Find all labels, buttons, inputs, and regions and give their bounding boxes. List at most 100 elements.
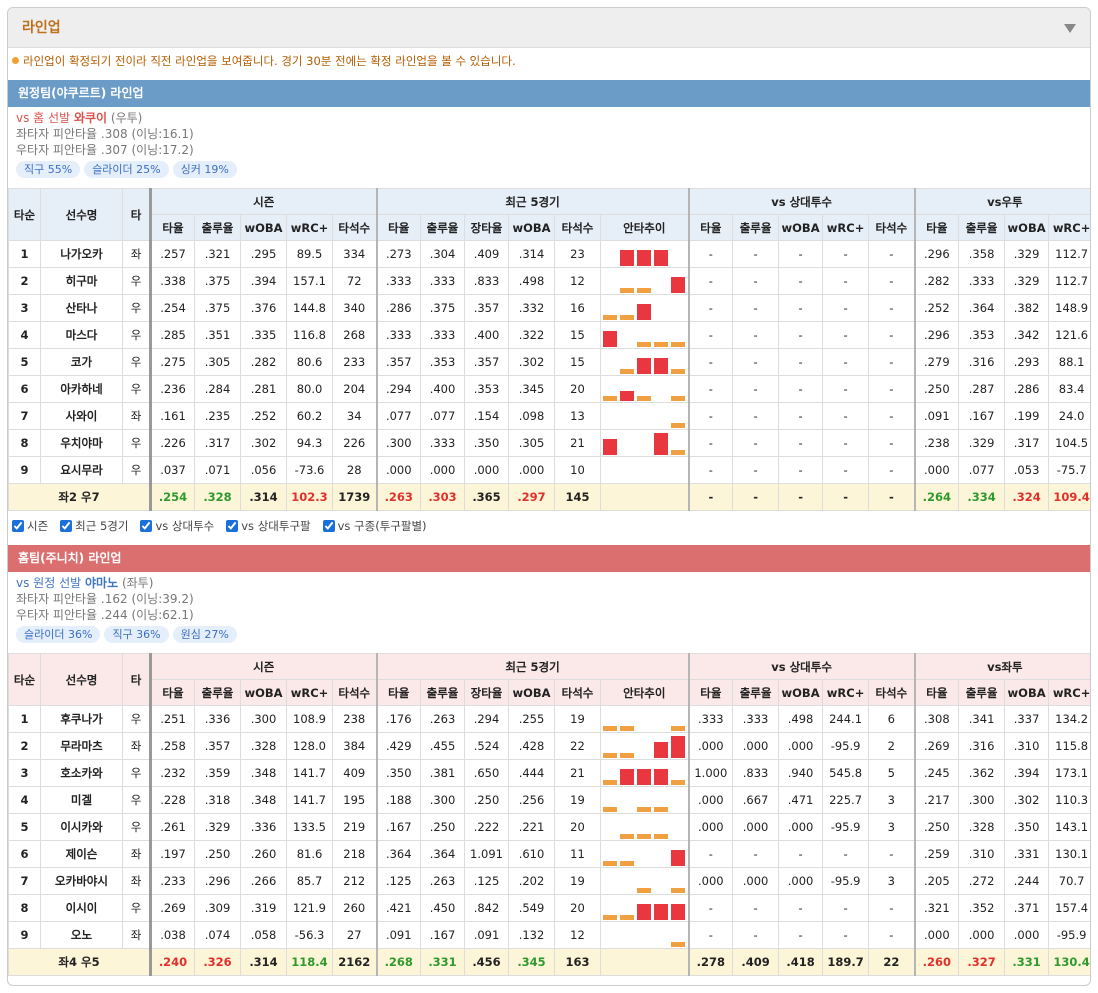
pitcher-prefix: vs 홈 선발	[16, 111, 71, 125]
stat-cell: .428	[508, 732, 555, 760]
filter-checkbox[interactable]	[140, 520, 153, 532]
stat-cell: .300	[240, 705, 287, 733]
stat-cell: .342	[1004, 321, 1050, 349]
player-row: 6 아카하네 우 .236.284.281 80.0 204.294.400.353.34…	[8, 375, 1090, 403]
stat-cell: .302	[1004, 786, 1050, 814]
total-cell: -	[687, 483, 734, 511]
stat-cell: -	[732, 840, 780, 868]
stat-cell: 173.1	[1048, 759, 1090, 787]
batting-order: 1	[8, 705, 41, 733]
pitcher-info: vs 원정 선발 야마노 (좌투) 좌타자 피안타율 .162 (이닝:39.2)…	[8, 572, 1090, 643]
stat-cell: .667	[732, 786, 780, 814]
stat-cell: .232	[150, 759, 195, 787]
stat-cell: -	[822, 348, 870, 376]
stat-cell: .359	[194, 759, 241, 787]
column-header: 타석수	[554, 679, 601, 706]
hit-trend	[599, 786, 690, 814]
trend-chart	[603, 807, 668, 812]
stat-cell: .261	[150, 813, 195, 841]
stat-cell: 134.2	[1048, 705, 1090, 733]
stat-cell: .202	[508, 867, 555, 895]
stat-cell: -	[778, 294, 824, 322]
player-row: 1 나가오카 좌 .257.321.295 89.5 334.273.304.409.31…	[8, 240, 1090, 268]
stat-cell: -	[822, 294, 870, 322]
stat-cell: 6	[868, 705, 916, 733]
trend-bar	[637, 888, 651, 893]
column-header: 타율	[687, 214, 734, 241]
stat-cell: .000	[913, 921, 960, 949]
stat-cell: -95.9	[822, 867, 870, 895]
trend-bar	[637, 769, 651, 785]
stat-cell: 1.091	[464, 840, 509, 868]
trend-bar	[620, 391, 634, 401]
filter-option[interactable]: 최근 5경기	[60, 519, 128, 533]
filter-checkbox[interactable]	[60, 520, 73, 532]
stat-cell: 15	[554, 321, 601, 349]
stat-cell: .316	[958, 348, 1006, 376]
stat-cell: .286	[375, 294, 421, 322]
filter-option[interactable]: vs 상대투수	[140, 519, 214, 533]
pitcher-name: 야마노	[84, 576, 119, 590]
stat-cell: -	[778, 894, 824, 922]
group-header: 시즌	[150, 188, 377, 215]
column-header: 출루율	[420, 679, 465, 706]
column-header: wOBA	[508, 679, 555, 706]
stat-cell: .352	[958, 894, 1006, 922]
stat-cell: .333	[420, 321, 465, 349]
stat-cell: .314	[508, 240, 555, 268]
collapse-icon[interactable]	[1064, 24, 1076, 33]
stat-cell: .333	[375, 267, 421, 295]
total-cell: .297	[508, 483, 555, 511]
trend-bar	[620, 861, 634, 866]
stat-cell: -	[868, 348, 916, 376]
stat-cell: .236	[150, 375, 195, 403]
filter-option[interactable]: vs 상대투구팔	[226, 519, 311, 533]
stat-cell: 195	[332, 786, 377, 814]
stat-cell: 80.0	[286, 375, 333, 403]
stat-cell: 23	[554, 240, 601, 268]
bat-hand: 우	[122, 894, 152, 922]
stat-cell: .132	[508, 921, 555, 949]
pitcher-stat: 좌타자 피안타율 .308 (이닝:16.1)	[16, 127, 194, 141]
stat-cell: .260	[240, 840, 287, 868]
filter-checkbox[interactable]	[322, 520, 335, 532]
stat-cell: .188	[375, 786, 421, 814]
stat-cell: .394	[1004, 759, 1050, 787]
batting-order: 7	[8, 867, 41, 895]
group-header: vs 상대투수	[687, 653, 916, 680]
total-cell: -	[732, 483, 780, 511]
player-name: 코가	[40, 348, 123, 376]
total-cell: .324	[1004, 483, 1050, 511]
column-header: 타석수	[868, 214, 916, 241]
stat-cell: .940	[778, 759, 824, 787]
column-header: 출루율	[732, 214, 780, 241]
trend-bar	[620, 769, 634, 785]
stat-cell: .394	[240, 267, 287, 295]
stat-cell: -	[778, 375, 824, 403]
filter-option[interactable]: 시즌	[12, 519, 48, 533]
hit-trend	[599, 240, 690, 268]
filter-checkbox[interactable]	[12, 520, 24, 532]
total-cell: -	[868, 483, 916, 511]
column-header: 타율	[150, 214, 195, 241]
stat-cell: .357	[464, 348, 509, 376]
stat-cell: -	[822, 921, 870, 949]
batting-order: 9	[8, 921, 41, 949]
stat-cell: -	[687, 894, 734, 922]
stat-cell: .000	[508, 456, 555, 484]
stat-cell: .302	[508, 348, 555, 376]
trend-chart	[671, 942, 685, 947]
filter-option[interactable]: vs 구종(투구팔별)	[322, 519, 427, 533]
filter-checkbox[interactable]	[226, 520, 239, 532]
stat-cell: .221	[508, 813, 555, 841]
home-section: 홈팀(주니치) 라인업 vs 원정 선발 야마노 (좌투) 좌타자 피안타율 .16…	[8, 545, 1090, 976]
stat-cell: 16	[554, 294, 601, 322]
trend-bar	[671, 342, 685, 347]
stat-cell: 334	[332, 240, 377, 268]
stat-cell: .300	[375, 429, 421, 457]
panel-header[interactable]: 라인업	[8, 8, 1090, 48]
stat-cell: .332	[508, 294, 555, 322]
stat-cell: .357	[194, 732, 241, 760]
stat-cell: -56.3	[286, 921, 333, 949]
stat-cell: 19	[554, 705, 601, 733]
